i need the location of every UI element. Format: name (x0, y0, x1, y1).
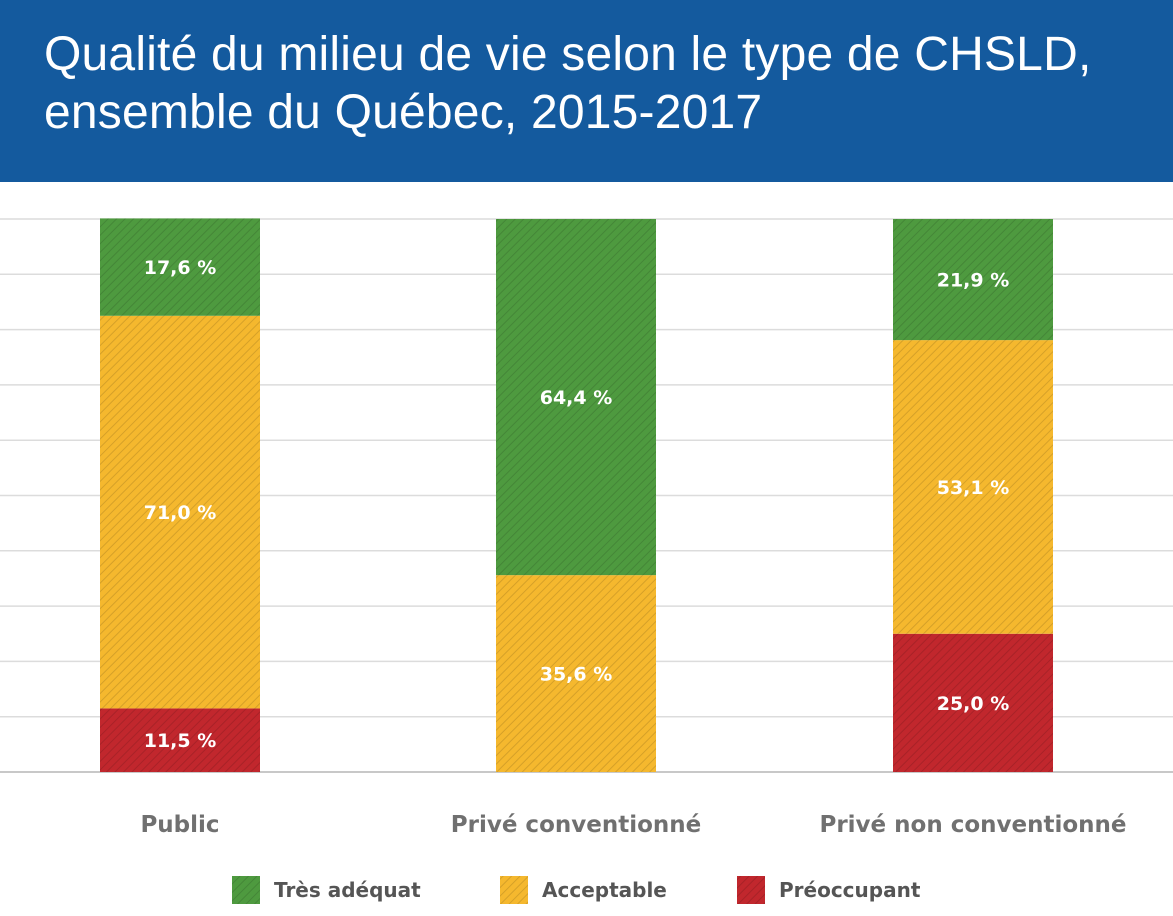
bar-segment-hatch (893, 633, 1053, 772)
data-label: 71,0 % (144, 502, 217, 524)
data-label: 64,4 % (540, 387, 613, 409)
chart-title: Qualité du milieu de vie selon le type d… (44, 28, 1092, 139)
category-label: Public (140, 812, 219, 838)
data-label: 35,6 % (540, 664, 613, 686)
bar-segment-hatch (496, 575, 656, 772)
category-labels: Public Privé conventionné Privé non conven… (140, 812, 1126, 838)
data-label: 11,5 % (144, 730, 217, 752)
bar-segment-hatch (496, 219, 656, 576)
bar-segment-hatch (100, 708, 260, 772)
legend-label: Très adéquat (274, 878, 421, 902)
legend-swatch-hatch (737, 876, 765, 904)
bar-segment-hatch (893, 219, 1053, 341)
legend-label: Préoccupant (779, 878, 921, 902)
bar-segment-hatch (893, 340, 1053, 634)
legend: Très adéquat Acceptable Préoccupant (232, 876, 921, 904)
legend-label: Acceptable (542, 878, 667, 902)
bars: 11,5 % 71,0 % 17,6 % 35,6 % 64,4 % 25,0 % 53,1… (100, 218, 1053, 772)
bar-segment-hatch (100, 315, 260, 709)
stacked-bar-chart: 11,5 % 71,0 % 17,6 % 35,6 % 64,4 % 25,0 % 53,1… (0, 218, 1173, 904)
data-label: 25,0 % (937, 693, 1010, 715)
legend-swatch-hatch (500, 876, 528, 904)
data-label: 21,9 % (937, 270, 1010, 292)
category-label: Privé conventionné (451, 812, 701, 838)
category-label: Privé non conventionné (819, 812, 1126, 838)
data-label: 17,6 % (144, 257, 217, 279)
legend-swatch-hatch (232, 876, 260, 904)
bar-segment-hatch (100, 218, 260, 316)
data-label: 53,1 % (937, 477, 1010, 499)
title-banner: Qualité du milieu de vie selon le type d… (0, 0, 1173, 182)
